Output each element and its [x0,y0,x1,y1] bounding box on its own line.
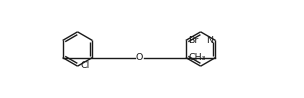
Text: Cl: Cl [80,61,89,69]
Text: CH₃: CH₃ [188,53,206,62]
Text: O: O [135,53,143,62]
Text: N: N [206,36,213,45]
Text: Br: Br [188,36,199,45]
